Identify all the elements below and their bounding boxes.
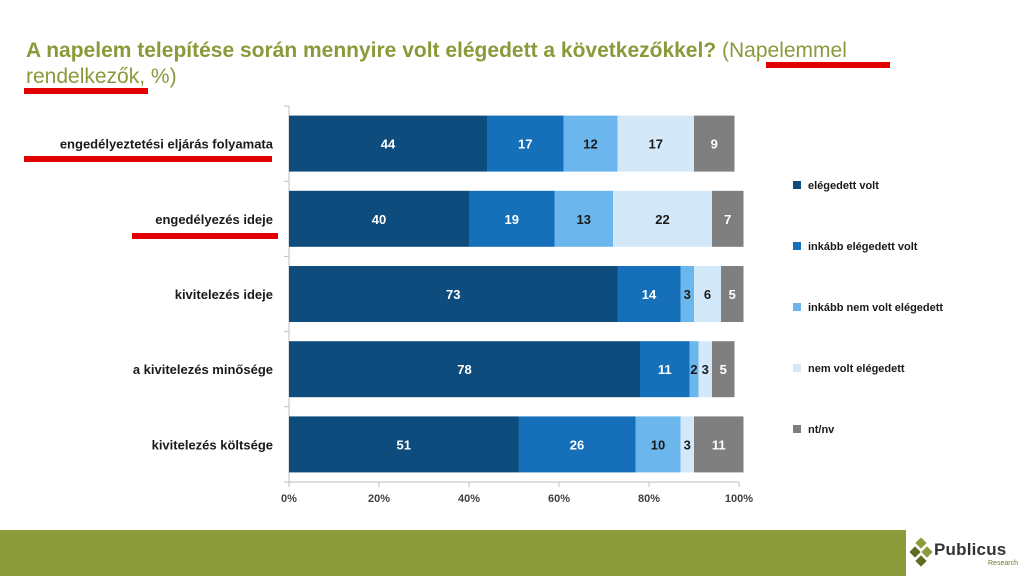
data-label: 14 <box>642 287 657 302</box>
title-main: A napelem telepítése során mennyire volt… <box>26 39 717 62</box>
x-tick-label: 80% <box>638 493 660 505</box>
bar-segment <box>689 341 699 398</box>
logo-subtext: Research <box>988 560 1018 567</box>
data-label: 73 <box>446 287 460 302</box>
data-label: 9 <box>711 137 718 152</box>
stacked-bar-chart: 0% 20% 40% 60% 80% 100% 44 17 12 17 9 engedélyeztet… <box>24 105 943 505</box>
page-title: A napelem telepítése során mennyire volt… <box>26 38 926 90</box>
publicus-logo: Publicus Research <box>906 530 1024 576</box>
bar-segment <box>617 115 694 172</box>
category-label: kivitelezés költsége <box>152 437 273 452</box>
data-label: 19 <box>505 212 519 227</box>
legend-swatch <box>793 425 801 433</box>
data-label: 7 <box>724 212 731 227</box>
bar-segment <box>694 115 735 172</box>
bar-segment <box>640 341 690 398</box>
data-label: 13 <box>577 212 591 227</box>
data-label: 51 <box>397 437 411 452</box>
x-tick-label: 20% <box>368 493 390 505</box>
bar-segment <box>469 190 555 247</box>
title-underline-1 <box>766 62 890 68</box>
category-underline <box>24 156 272 162</box>
data-label: 22 <box>655 212 669 227</box>
bar-segment <box>289 341 640 398</box>
data-label: 3 <box>684 437 691 452</box>
data-label: 3 <box>702 362 709 377</box>
bar-segment <box>289 266 618 322</box>
category-label: engedélyeztetési eljárás folyamata <box>60 137 274 152</box>
bar-segment <box>487 115 564 172</box>
data-label: 3 <box>684 287 691 302</box>
legend-swatch <box>793 242 801 250</box>
bar-segment <box>721 266 744 322</box>
x-tick-label: 100% <box>725 493 753 505</box>
category-label: engedélyezés ideje <box>155 212 273 227</box>
data-label: 11 <box>712 437 726 452</box>
title-underline-2 <box>24 88 148 94</box>
x-tick-label: 40% <box>458 493 480 505</box>
category-underline <box>132 233 278 239</box>
data-label: 26 <box>570 437 584 452</box>
legend-label: nem volt elégedett <box>808 363 905 375</box>
category-label: kivitelezés ideje <box>175 287 273 302</box>
bar-segment <box>680 266 694 322</box>
data-label: 78 <box>457 362 471 377</box>
data-label: 12 <box>583 137 597 152</box>
data-label: 6 <box>704 287 711 302</box>
bar-segment <box>694 416 744 473</box>
bar-segment <box>289 416 519 473</box>
data-label: 11 <box>658 362 672 377</box>
footer-bar <box>0 530 1024 576</box>
bar-segment <box>518 416 636 473</box>
bar-segment <box>694 266 721 322</box>
x-tick-label: 60% <box>548 493 570 505</box>
bar-segment <box>563 115 618 172</box>
legend-swatch <box>793 181 801 189</box>
legend-label: elégedett volt <box>808 180 879 192</box>
data-label: 40 <box>372 212 386 227</box>
bar-segment <box>680 416 694 473</box>
legend-swatch <box>793 364 801 372</box>
legend-label: inkább nem volt elégedett <box>808 302 943 314</box>
data-label: 2 <box>690 362 697 377</box>
bar-segment <box>289 190 469 247</box>
bar-segment <box>635 416 681 473</box>
data-label: 44 <box>381 137 396 152</box>
bar-segment <box>289 115 487 172</box>
data-label: 5 <box>720 362 727 377</box>
logo-mark-icon <box>910 538 933 567</box>
bar-segment <box>613 190 712 247</box>
legend-label: inkább elégedett volt <box>808 241 918 253</box>
x-tick-label: 0% <box>281 493 297 505</box>
bar-segment <box>698 341 712 398</box>
bar-segment <box>712 341 735 398</box>
data-label: 17 <box>649 137 663 152</box>
bar-segment <box>554 190 613 247</box>
bar-segment <box>712 190 744 247</box>
logo-name: Publicus <box>934 540 1007 559</box>
data-label: 5 <box>729 287 736 302</box>
title-subtitle: (Napelemmel rendelkezők, %) <box>26 39 847 88</box>
data-label: 17 <box>518 137 532 152</box>
legend-label: nt/nv <box>808 424 835 436</box>
legend-swatch <box>793 303 801 311</box>
category-label: a kivitelezés minősége <box>133 362 273 377</box>
bar-segment <box>617 266 681 322</box>
data-label: 10 <box>651 437 665 452</box>
